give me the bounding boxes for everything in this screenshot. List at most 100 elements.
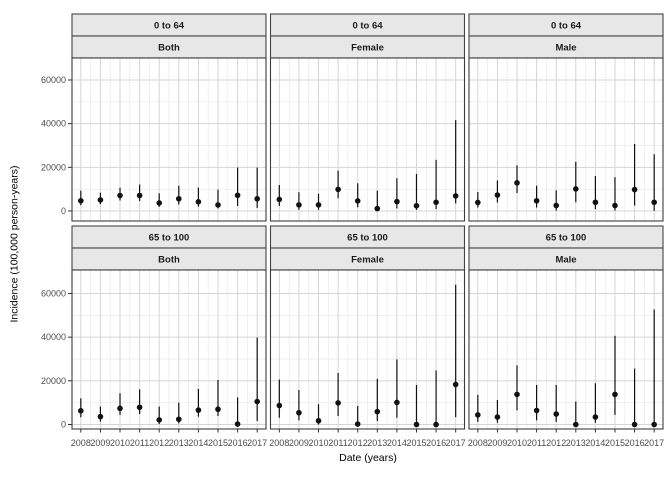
point-2010 — [514, 180, 520, 186]
facet-0to64-Male: 0 to 64 Male — [468, 13, 664, 222]
point-2013 — [374, 408, 381, 415]
x-tick-label: 2014 — [387, 438, 407, 448]
x-tick-label: 2012 — [348, 438, 368, 448]
point-2015 — [215, 406, 221, 413]
panel-border — [468, 269, 664, 430]
facet-strip-sex-label: Male — [555, 255, 576, 266]
panel-border — [269, 269, 466, 430]
x-tick-label: 2010 — [110, 438, 130, 448]
x-tick-label: 2016 — [228, 438, 248, 448]
point-2014 — [592, 199, 599, 206]
point-2017 — [651, 199, 657, 206]
facet-0to64-Both: 0 to 64 Both — [71, 13, 267, 222]
panel-border — [71, 57, 267, 222]
point-2014 — [195, 407, 202, 413]
y-tick-label: 40000 — [41, 332, 66, 342]
x-tick-label: 2014 — [585, 438, 605, 448]
point-2017 — [651, 421, 657, 428]
x-tick-label: 2016 — [625, 438, 645, 448]
x-tick-label: 2017 — [247, 438, 267, 448]
x-tick-label: 2017 — [644, 438, 664, 448]
point-2015 — [215, 202, 221, 208]
x-tick-label: 2011 — [328, 438, 347, 448]
point-2011 — [136, 192, 143, 199]
point-2008 — [78, 407, 84, 414]
x-tick-label: 2010 — [308, 438, 328, 448]
y-axis-title-wrap: Incidence (100,000 person-years) — [0, 58, 28, 429]
point-2011 — [533, 197, 540, 204]
x-tick-label: 2009 — [289, 438, 309, 448]
facet-strip-age-label: 0 to 64 — [551, 21, 582, 32]
facet-strip-age-label: 65 to 100 — [347, 233, 388, 244]
facet-strip-age-label: 65 to 100 — [149, 233, 190, 244]
point-2009 — [97, 413, 104, 420]
point-2013 — [572, 186, 579, 192]
point-2012 — [354, 421, 361, 427]
point-2009 — [296, 409, 302, 416]
point-2012 — [553, 202, 560, 209]
point-2008 — [276, 196, 283, 203]
panel-border — [71, 269, 267, 430]
y-axis-title: Incidence (100,000 person-years) — [8, 164, 21, 323]
y-tick-label: 20000 — [41, 162, 66, 172]
panel-border — [269, 57, 466, 222]
x-tick-label: 2015 — [208, 438, 228, 448]
point-2016 — [234, 192, 241, 199]
facet-strip-sex-label: Both — [158, 255, 180, 266]
point-2011 — [533, 407, 540, 414]
y-tick-label: 60000 — [41, 75, 66, 85]
point-2008 — [475, 412, 481, 418]
x-tick-label: 2008 — [468, 438, 488, 448]
facet-strip-sex-label: Both — [158, 43, 180, 54]
point-2017 — [254, 398, 260, 405]
x-tick-label: 2014 — [188, 438, 208, 448]
x-tick-label: 2008 — [269, 438, 289, 448]
point-2009 — [296, 202, 302, 208]
point-2011 — [335, 400, 341, 406]
x-tick-label: 2009 — [90, 438, 110, 448]
point-2010 — [117, 192, 123, 199]
x-tick-label: 2010 — [507, 438, 527, 448]
point-2015 — [413, 421, 420, 428]
point-2012 — [156, 417, 163, 423]
point-2016 — [631, 421, 638, 428]
y-tick-label: 20000 — [41, 376, 66, 386]
facet-strip-sex-label: Female — [351, 255, 384, 266]
y-tick-label: 40000 — [41, 119, 66, 129]
facet-strip-sex-label: Male — [555, 43, 576, 54]
point-2008 — [78, 197, 84, 204]
facet-strip-age-label: 65 to 100 — [546, 233, 587, 244]
point-2015 — [413, 202, 420, 209]
x-tick-label: 2012 — [546, 438, 566, 448]
point-2014 — [394, 399, 400, 406]
point-2008 — [475, 199, 481, 206]
point-2014 — [394, 198, 400, 205]
x-tick-label: 2013 — [566, 438, 586, 448]
point-2012 — [156, 200, 163, 206]
point-2010 — [514, 391, 520, 398]
point-2015 — [612, 202, 618, 209]
x-tick-label: 2011 — [130, 438, 149, 448]
point-2013 — [572, 421, 579, 428]
point-2017 — [452, 381, 459, 388]
x-tick-label: 2012 — [149, 438, 169, 448]
point-2011 — [136, 404, 143, 411]
point-2010 — [315, 417, 322, 424]
point-2016 — [433, 199, 439, 206]
point-2015 — [612, 391, 618, 398]
x-tick-label: 2017 — [446, 438, 466, 448]
y-tick-label: 60000 — [41, 288, 66, 298]
point-2016 — [234, 421, 241, 427]
point-2014 — [195, 199, 202, 205]
point-2012 — [553, 411, 560, 417]
x-axis-title: Date (years) — [339, 452, 397, 464]
point-2012 — [354, 198, 361, 204]
point-2010 — [117, 405, 123, 412]
x-tick-label: 2015 — [605, 438, 625, 448]
panel-border — [468, 57, 664, 222]
facet-65to100-Male: 65 to 100 Male — [468, 225, 664, 430]
x-tick-label: 2013 — [367, 438, 387, 448]
y-tick-label: 0 — [61, 420, 66, 430]
